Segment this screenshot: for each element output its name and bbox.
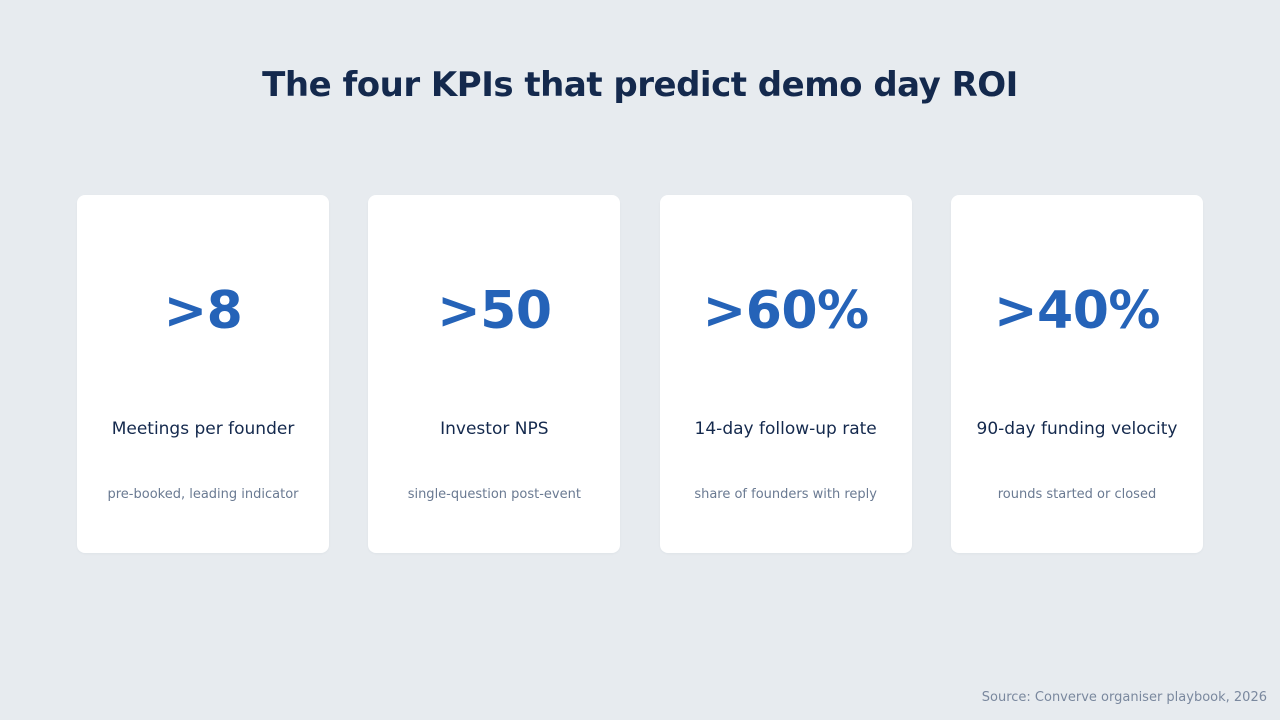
kpi-card-nps: >50 Investor NPS single-question post-ev… xyxy=(368,195,621,553)
source-note: Source: Converve organiser playbook, 202… xyxy=(981,690,1267,705)
kpi-subtext: rounds started or closed xyxy=(997,487,1157,502)
slide-title: The four KPIs that predict demo day ROI xyxy=(262,65,1018,105)
kpi-value: >50 xyxy=(437,281,552,341)
kpi-subtext: pre-booked, leading indicator xyxy=(107,487,299,502)
kpi-value: >8 xyxy=(163,281,243,341)
kpi-subtext: share of founders with reply xyxy=(694,487,877,502)
kpi-value: >40% xyxy=(993,281,1161,341)
kpi-card-follow-up: >60% 14-day follow-up rate share of foun… xyxy=(659,195,912,553)
kpi-label: Meetings per founder xyxy=(111,419,295,439)
kpi-card-row: >8 Meetings per founder pre-booked, lead… xyxy=(77,195,1203,553)
kpi-value: >60% xyxy=(702,281,870,341)
kpi-card-meetings: >8 Meetings per founder pre-booked, lead… xyxy=(77,195,329,553)
kpi-label: 90-day funding velocity xyxy=(976,419,1178,439)
kpi-label: 14-day follow-up rate xyxy=(694,419,877,439)
kpi-subtext: single-question post-event xyxy=(407,487,581,502)
kpi-card-funding-velocity: >40% 90-day funding velocity rounds star… xyxy=(950,195,1203,553)
kpi-label: Investor NPS xyxy=(440,419,549,439)
